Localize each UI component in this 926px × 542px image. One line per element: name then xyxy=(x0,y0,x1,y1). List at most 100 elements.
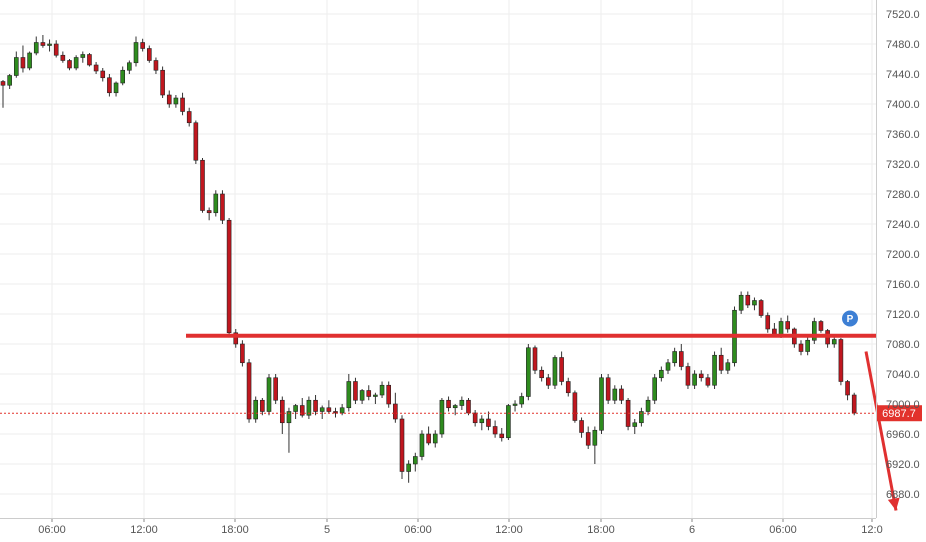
candle-body xyxy=(439,399,445,435)
candle-body xyxy=(559,357,564,382)
candle-body xyxy=(353,381,358,401)
candle xyxy=(512,400,518,412)
candle-body xyxy=(639,411,644,424)
candle xyxy=(659,366,664,382)
candle xyxy=(532,345,538,374)
candle-body xyxy=(313,399,318,412)
candle-body xyxy=(659,369,664,379)
candle xyxy=(273,374,278,404)
candle xyxy=(346,374,352,412)
candle-body xyxy=(180,97,185,112)
y-tick-label: 7480.0 xyxy=(886,39,920,51)
candle xyxy=(186,107,192,127)
x-tick-label: 5 xyxy=(324,524,330,536)
y-tick-label: 7080.0 xyxy=(886,339,920,351)
y-tick-label: 7240.0 xyxy=(886,219,920,231)
candle xyxy=(240,340,245,367)
candle-body xyxy=(506,405,511,439)
candle xyxy=(818,320,824,333)
candle xyxy=(87,53,92,67)
candle-body xyxy=(811,321,817,341)
candle xyxy=(200,158,205,213)
candle-body xyxy=(386,384,392,405)
candle xyxy=(293,404,298,419)
candle xyxy=(14,51,19,78)
candle xyxy=(120,66,125,86)
candle-body xyxy=(565,381,571,394)
candle xyxy=(539,366,544,382)
candle xyxy=(326,400,332,413)
candle xyxy=(432,430,438,448)
last-price-tag xyxy=(876,405,922,422)
candle xyxy=(133,36,139,67)
candle xyxy=(838,338,844,386)
candle xyxy=(180,92,185,116)
candle xyxy=(439,398,445,438)
candle-body xyxy=(712,354,717,386)
candle xyxy=(678,344,684,371)
candle-body xyxy=(698,373,704,379)
candle-body xyxy=(818,321,824,331)
y-tick-label: 7120.0 xyxy=(886,309,920,321)
candle-body xyxy=(426,433,431,444)
y-tick-label: 7440.0 xyxy=(886,69,920,81)
candle xyxy=(692,370,697,389)
candle-body xyxy=(692,373,697,386)
candle xyxy=(712,351,717,389)
candle-body xyxy=(113,82,119,94)
candle xyxy=(266,374,272,416)
candle-body xyxy=(752,300,757,306)
y-tick-label: 6960.0 xyxy=(886,429,920,441)
candle xyxy=(446,396,451,412)
candle xyxy=(113,81,119,97)
candle xyxy=(27,51,32,71)
candle xyxy=(698,370,704,382)
candle xyxy=(100,68,106,82)
x-tick-label: 18:00 xyxy=(587,524,615,536)
candle-body xyxy=(260,399,265,412)
candle xyxy=(140,38,145,52)
candle-body xyxy=(785,321,791,330)
candle-body xyxy=(20,57,26,69)
y-tick-label: 7280.0 xyxy=(886,189,920,201)
candle xyxy=(246,359,252,423)
y-tick-label: 7520.0 xyxy=(886,9,920,21)
candle xyxy=(253,396,258,423)
candle xyxy=(426,426,431,446)
candle-body xyxy=(73,57,79,69)
candle-body xyxy=(153,60,159,71)
candle-body xyxy=(605,377,611,401)
candle xyxy=(831,336,837,348)
candle xyxy=(107,74,112,97)
candle xyxy=(373,392,378,404)
candle-body xyxy=(186,111,192,124)
candle xyxy=(645,396,651,416)
candle xyxy=(93,62,99,74)
candle xyxy=(313,395,318,416)
candle xyxy=(545,374,551,389)
candle xyxy=(672,347,677,367)
candle xyxy=(851,392,857,416)
candle-body xyxy=(519,396,525,405)
candle xyxy=(565,377,571,397)
candle xyxy=(359,389,365,404)
candle-body xyxy=(299,405,305,416)
candle-body xyxy=(632,422,638,427)
marker-p-label: P xyxy=(847,314,854,325)
candle-body xyxy=(127,62,132,71)
candle-body xyxy=(326,407,332,412)
candle xyxy=(339,404,345,416)
candle-body xyxy=(592,429,598,446)
candle-body xyxy=(100,70,106,79)
candle xyxy=(393,392,398,423)
candle-body xyxy=(499,433,505,439)
candle-body xyxy=(306,399,312,416)
candle-body xyxy=(572,392,578,421)
candle-body xyxy=(213,193,219,214)
x-tick-label: 06:00 xyxy=(769,524,797,536)
candle xyxy=(572,390,578,423)
candle xyxy=(552,355,558,389)
candle-body xyxy=(286,411,292,424)
